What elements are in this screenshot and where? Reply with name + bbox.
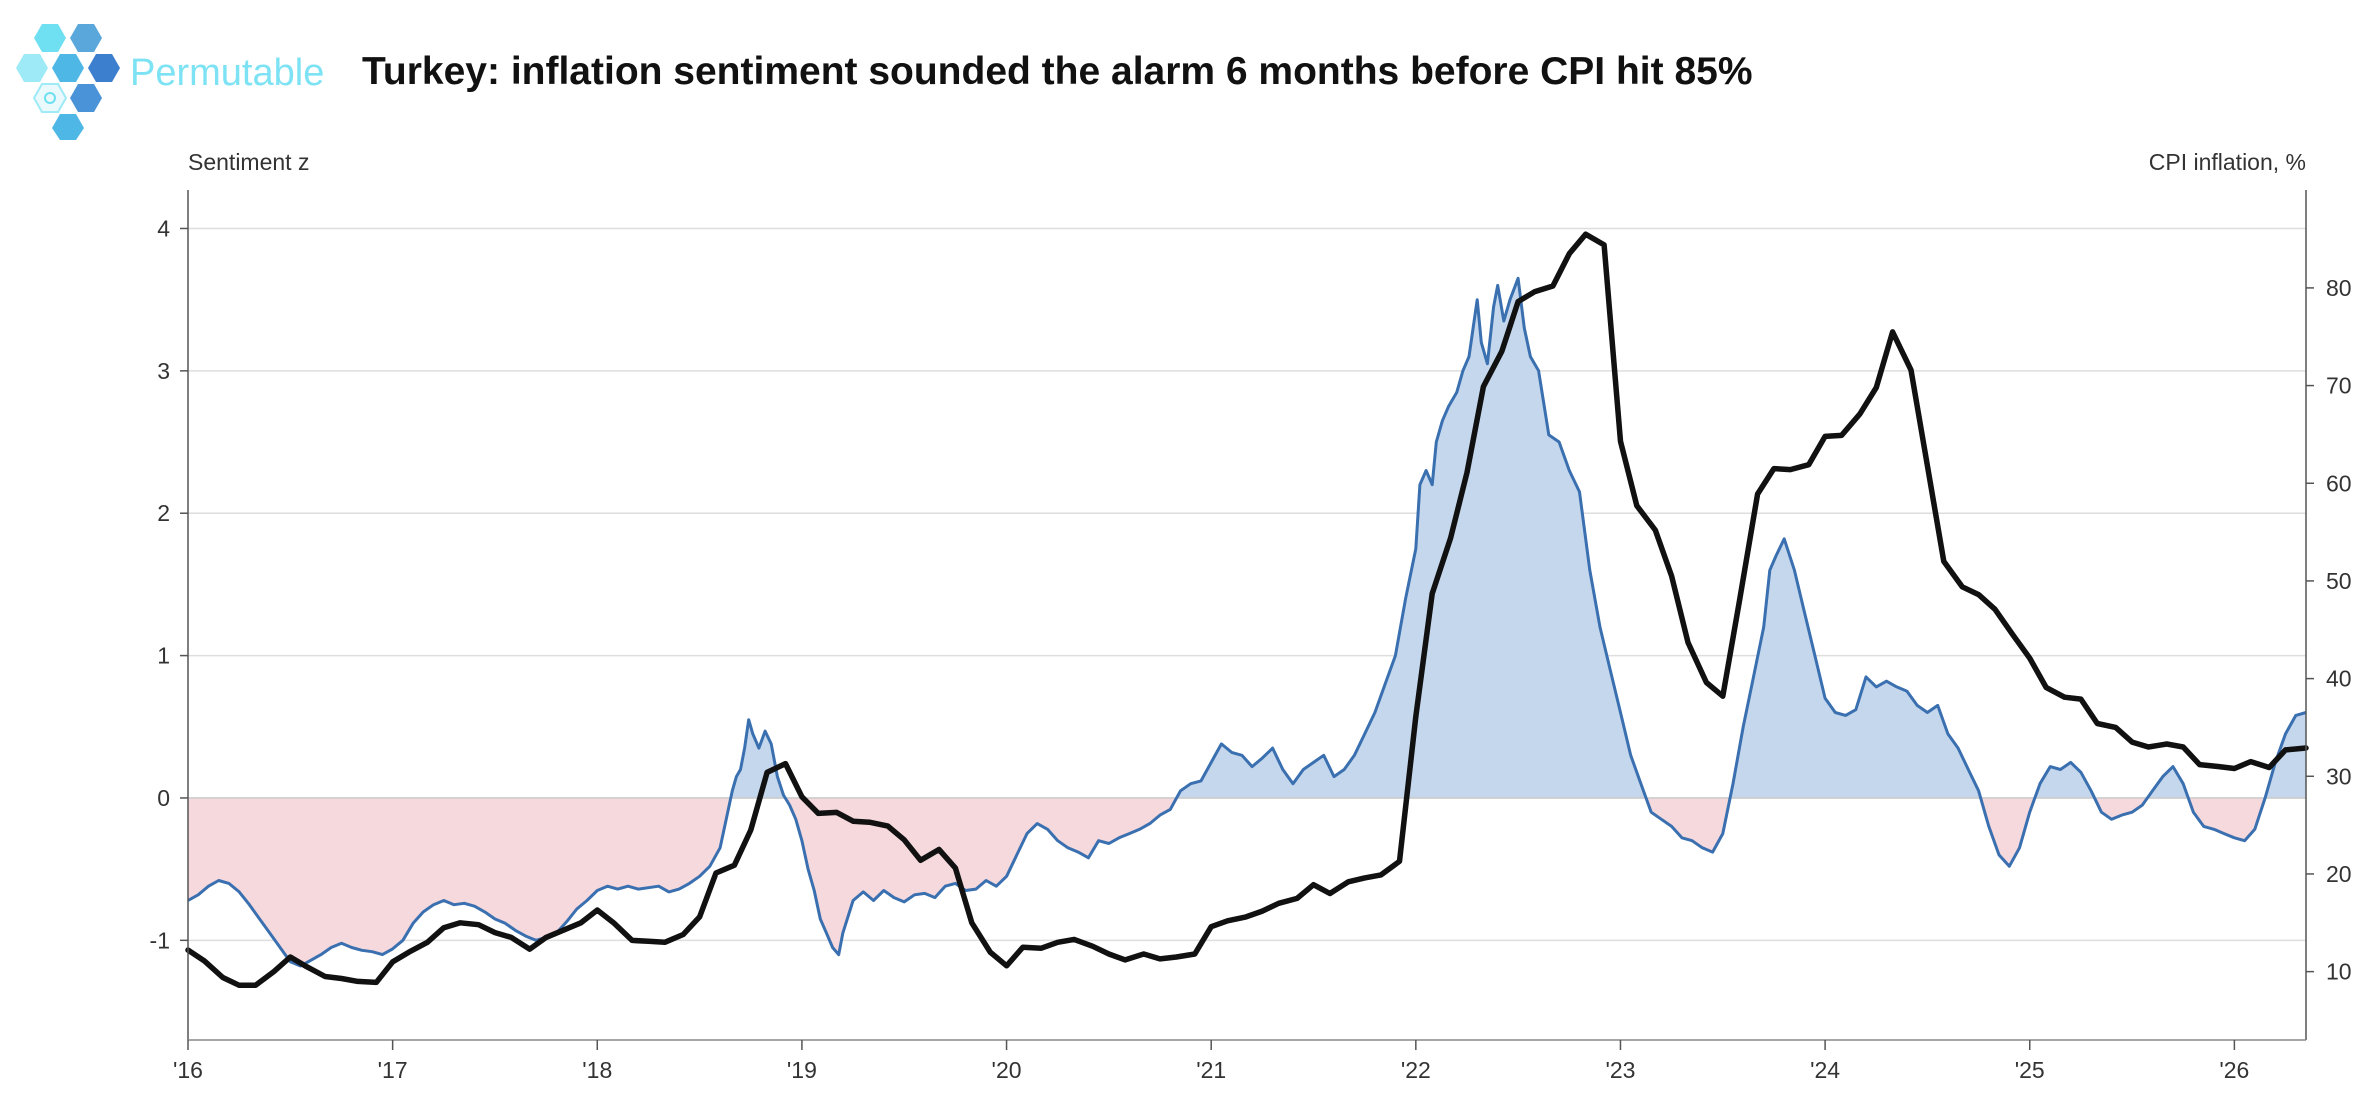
left-tick-label: -1 bbox=[150, 927, 170, 953]
x-tick-label: '20 bbox=[992, 1057, 1022, 1083]
series-lines bbox=[185, 231, 2309, 989]
right-axis-title: CPI inflation, % bbox=[2149, 149, 2306, 175]
left-axis-title: Sentiment z bbox=[188, 149, 309, 175]
axes: -1 0 1 2 3 4 10 20 30 40 50 60 70 80 '16 '17 '18 '19 '20 '2… bbox=[150, 190, 2352, 1083]
cpi-line bbox=[185, 231, 2309, 989]
chart-title: Turkey: inflation sentiment sounded the … bbox=[362, 50, 1753, 93]
left-tick-label: 1 bbox=[157, 643, 170, 669]
x-tick-label: '16 bbox=[173, 1057, 203, 1083]
brand-name: Permutable bbox=[130, 52, 325, 94]
x-tick-label: '26 bbox=[2219, 1057, 2249, 1083]
x-tick-label: '17 bbox=[378, 1057, 408, 1083]
right-tick-label: 10 bbox=[2326, 959, 2352, 985]
sentiment-negative-area bbox=[188, 797, 2266, 966]
x-tick-label: '23 bbox=[1605, 1057, 1635, 1083]
sentiment-line bbox=[187, 276, 2307, 968]
right-tick-label: 40 bbox=[2326, 666, 2352, 692]
chart-header: Permutable Turkey: inflation sentiment s… bbox=[0, 0, 2360, 140]
x-tick-label: '24 bbox=[1810, 1057, 1840, 1083]
right-tick-label: 60 bbox=[2326, 470, 2352, 496]
x-tick-label: '25 bbox=[2015, 1057, 2045, 1083]
right-tick-label: 30 bbox=[2326, 763, 2352, 789]
hexagon-logo-icon bbox=[16, 24, 120, 140]
right-tick-label: 80 bbox=[2326, 275, 2352, 301]
x-tick-label: '18 bbox=[582, 1057, 612, 1083]
right-tick-label: 50 bbox=[2326, 568, 2352, 594]
right-tick-label: 70 bbox=[2326, 373, 2352, 399]
sentiment-area bbox=[188, 278, 2306, 966]
left-tick-label: 4 bbox=[157, 215, 170, 241]
right-tick-label: 20 bbox=[2326, 861, 2352, 887]
left-tick-label: 3 bbox=[157, 358, 170, 384]
x-tick-label: '21 bbox=[1196, 1057, 1226, 1083]
sentiment-positive-area bbox=[188, 278, 2306, 798]
x-tick-label: '19 bbox=[787, 1057, 817, 1083]
left-tick-label: 0 bbox=[157, 785, 170, 811]
x-tick-label: '22 bbox=[1401, 1057, 1431, 1083]
left-tick-label: 2 bbox=[157, 500, 170, 526]
